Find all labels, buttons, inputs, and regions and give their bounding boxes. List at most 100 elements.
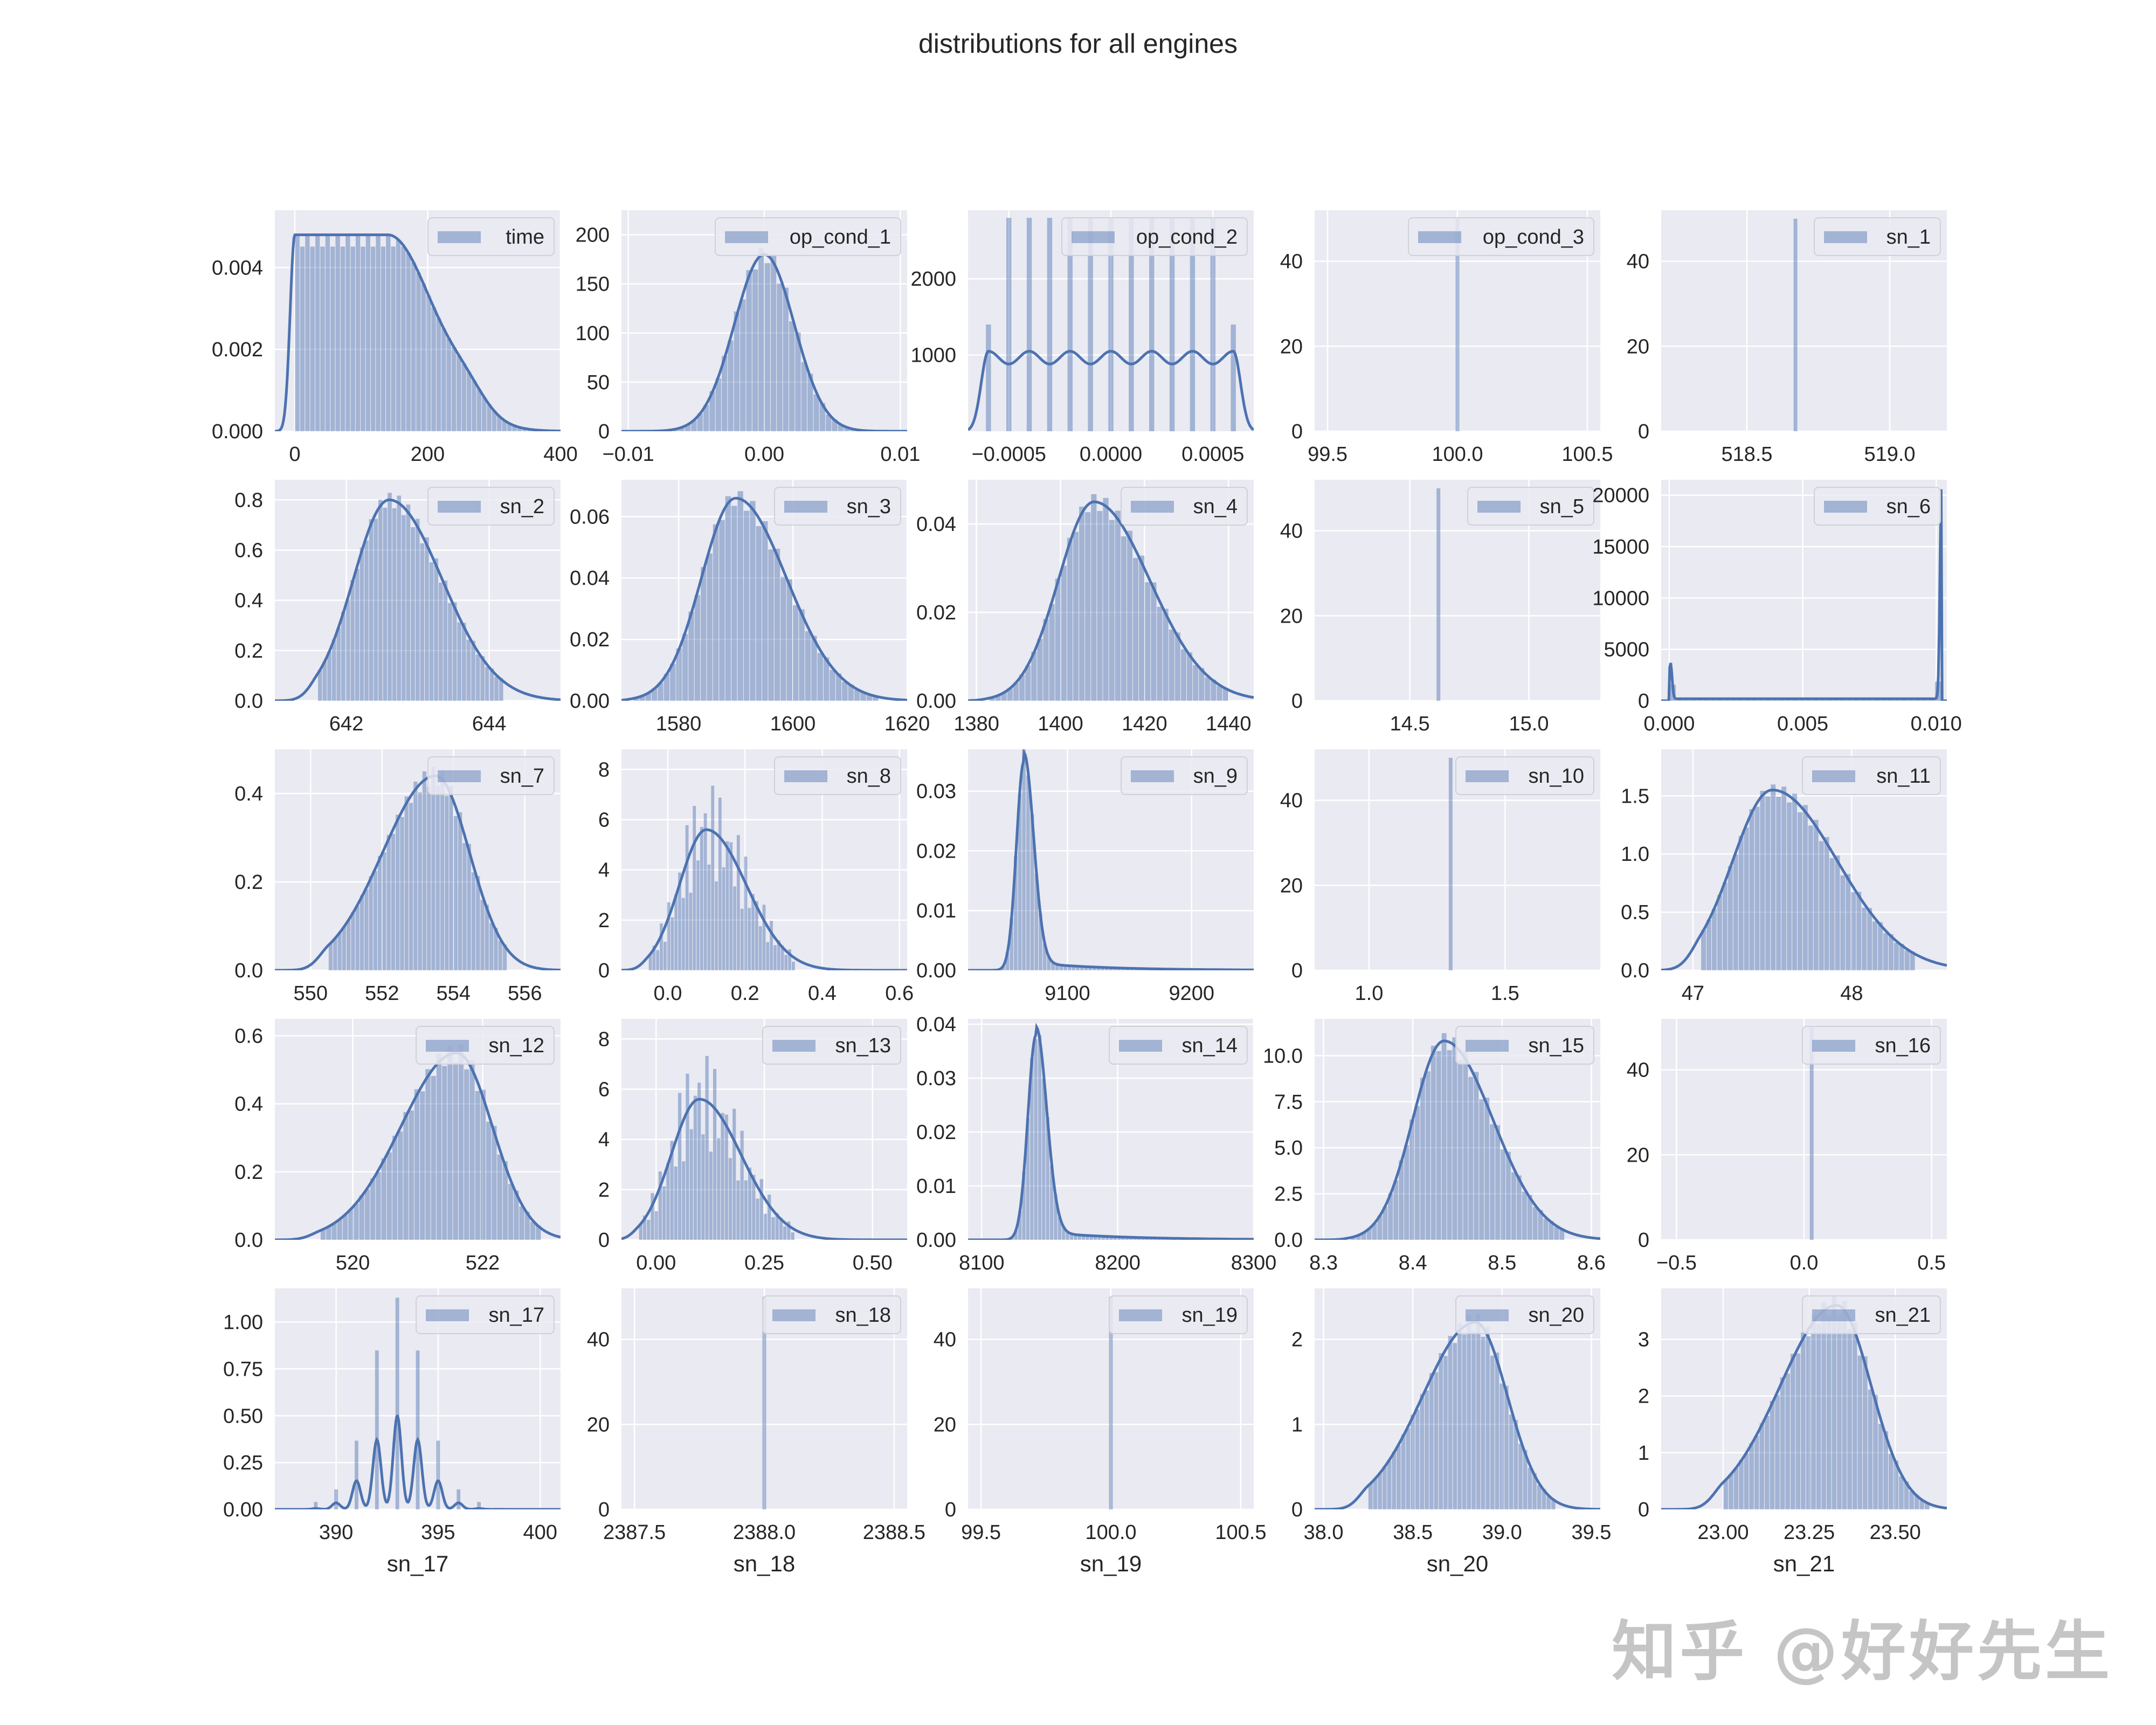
histogram-bar	[376, 1172, 381, 1240]
histogram-bar	[1093, 1236, 1097, 1240]
subplot-sn_18: 2387.5 2388.0 2388.5 0 20 40 sn_18 sn_18	[587, 1288, 925, 1576]
histogram-bar	[819, 403, 826, 431]
histogram-bar	[792, 605, 799, 701]
x-tick-label: 400	[523, 1521, 557, 1544]
histogram-bar	[507, 423, 512, 431]
kde-line	[968, 350, 1254, 431]
histogram-bar	[1727, 866, 1733, 970]
histogram-bar	[340, 246, 345, 431]
legend-label: time	[506, 226, 544, 249]
histogram-bar	[413, 781, 418, 970]
y-tick-label: 20	[934, 1413, 956, 1436]
histogram-bar	[1105, 1236, 1109, 1240]
x-tick-label: 23.25	[1784, 1521, 1835, 1544]
histogram-bar	[1835, 855, 1840, 970]
histogram-bar	[721, 1113, 724, 1240]
plot-marks	[1661, 489, 1947, 701]
histogram-bar	[1117, 1237, 1121, 1240]
histogram-bar	[342, 926, 346, 970]
histogram-bar	[429, 562, 434, 701]
histogram-bar	[331, 1223, 337, 1240]
kde-line	[275, 233, 561, 431]
histogram-bar	[1899, 1476, 1904, 1509]
histogram-bar	[1193, 665, 1199, 701]
histogram-bar	[1522, 1191, 1527, 1240]
histogram-bar	[1739, 1460, 1744, 1509]
histogram-bar	[715, 378, 721, 431]
histogram-bar	[1046, 1117, 1049, 1240]
histogram-bar	[718, 797, 722, 970]
histogram-bar	[1059, 965, 1063, 970]
histogram-bar	[813, 394, 819, 431]
histogram-bar	[758, 247, 764, 431]
histogram-bar	[1186, 652, 1193, 701]
y-tick-label: 1.00	[223, 1312, 263, 1334]
histogram-bar	[1108, 218, 1114, 431]
histogram-bar	[1448, 757, 1453, 970]
histogram-bar	[725, 841, 729, 970]
histogram-bar	[1852, 1322, 1857, 1509]
y-tick-label: 0	[1291, 420, 1303, 443]
histogram-bar	[1514, 1420, 1518, 1509]
x-tick-label: 39.5	[1571, 1521, 1611, 1544]
histogram-bar	[1842, 1300, 1847, 1509]
histogram-bar	[700, 826, 703, 970]
histogram-bar	[1039, 913, 1042, 970]
histogram-bar	[376, 234, 381, 431]
histogram-bar	[1910, 951, 1915, 970]
histogram-bar	[1723, 1480, 1729, 1509]
histogram-bar	[771, 1217, 775, 1240]
legend-box	[1802, 756, 1941, 795]
x-tick-label: 0.0005	[1181, 443, 1244, 466]
histogram-bar	[409, 803, 413, 970]
histogram-bar	[1765, 796, 1771, 970]
y-tick-label: 0.0	[234, 690, 263, 713]
y-tick-label: 40	[1280, 790, 1303, 812]
histogram-bar	[337, 933, 342, 970]
histogram-bar	[374, 519, 378, 701]
histogram-bar	[477, 1502, 481, 1509]
histogram-bar	[457, 355, 461, 431]
histogram-bar	[530, 1222, 536, 1240]
legend-box	[774, 487, 901, 526]
legend-label: sn_18	[835, 1304, 891, 1327]
histogram-bar	[1518, 1444, 1523, 1509]
histogram-bar	[766, 942, 770, 970]
histogram-bar	[425, 1069, 431, 1240]
histogram-bar	[1765, 1416, 1770, 1509]
histogram-bar	[1088, 967, 1092, 970]
histogram-bar	[838, 425, 844, 431]
x-tick-label: 1.5	[1491, 982, 1519, 1005]
histogram-bar	[1383, 1206, 1388, 1240]
histogram-bar	[524, 1211, 530, 1240]
histogram-bar	[1551, 1499, 1556, 1509]
histogram-bar	[823, 657, 830, 701]
subplot-sn_15: 8.3 8.4 8.5 8.6 0.0 2.5 5.0 7.5 10.0 sn_15	[1263, 1019, 1606, 1274]
histogram-bar	[1063, 965, 1067, 970]
histogram-bar	[1851, 892, 1856, 970]
histogram-bar	[345, 599, 350, 701]
histogram-bar	[396, 815, 400, 970]
histogram-bar	[713, 1068, 717, 1240]
legend-box	[427, 487, 555, 526]
histogram-bar	[1199, 668, 1205, 701]
histogram-bar	[658, 1171, 662, 1240]
histogram-bar	[1797, 812, 1802, 970]
histogram-bar	[1127, 530, 1133, 701]
x-axis-label: sn_18	[734, 1551, 795, 1576]
y-tick-label: 0.01	[916, 1175, 956, 1198]
subplot-sn_4: 1380 1400 1420 1440 0.00 0.02 0.04 sn_4	[916, 480, 1254, 735]
histogram-bar	[1899, 943, 1904, 970]
histogram-bar	[1031, 652, 1037, 701]
histogram-bar	[779, 1218, 783, 1240]
y-tick-label: 0.0	[234, 1229, 263, 1252]
histogram-bar	[674, 894, 678, 970]
histogram-bar	[1808, 825, 1813, 970]
y-tick-label: 0	[1291, 690, 1303, 713]
y-tick-label: 15000	[1592, 536, 1649, 558]
histogram-bar	[1827, 1316, 1832, 1509]
histogram-bar	[519, 1206, 524, 1240]
x-tick-label: 8200	[1095, 1252, 1141, 1274]
histogram-bar	[411, 527, 415, 701]
histogram-bar	[1924, 1502, 1930, 1509]
